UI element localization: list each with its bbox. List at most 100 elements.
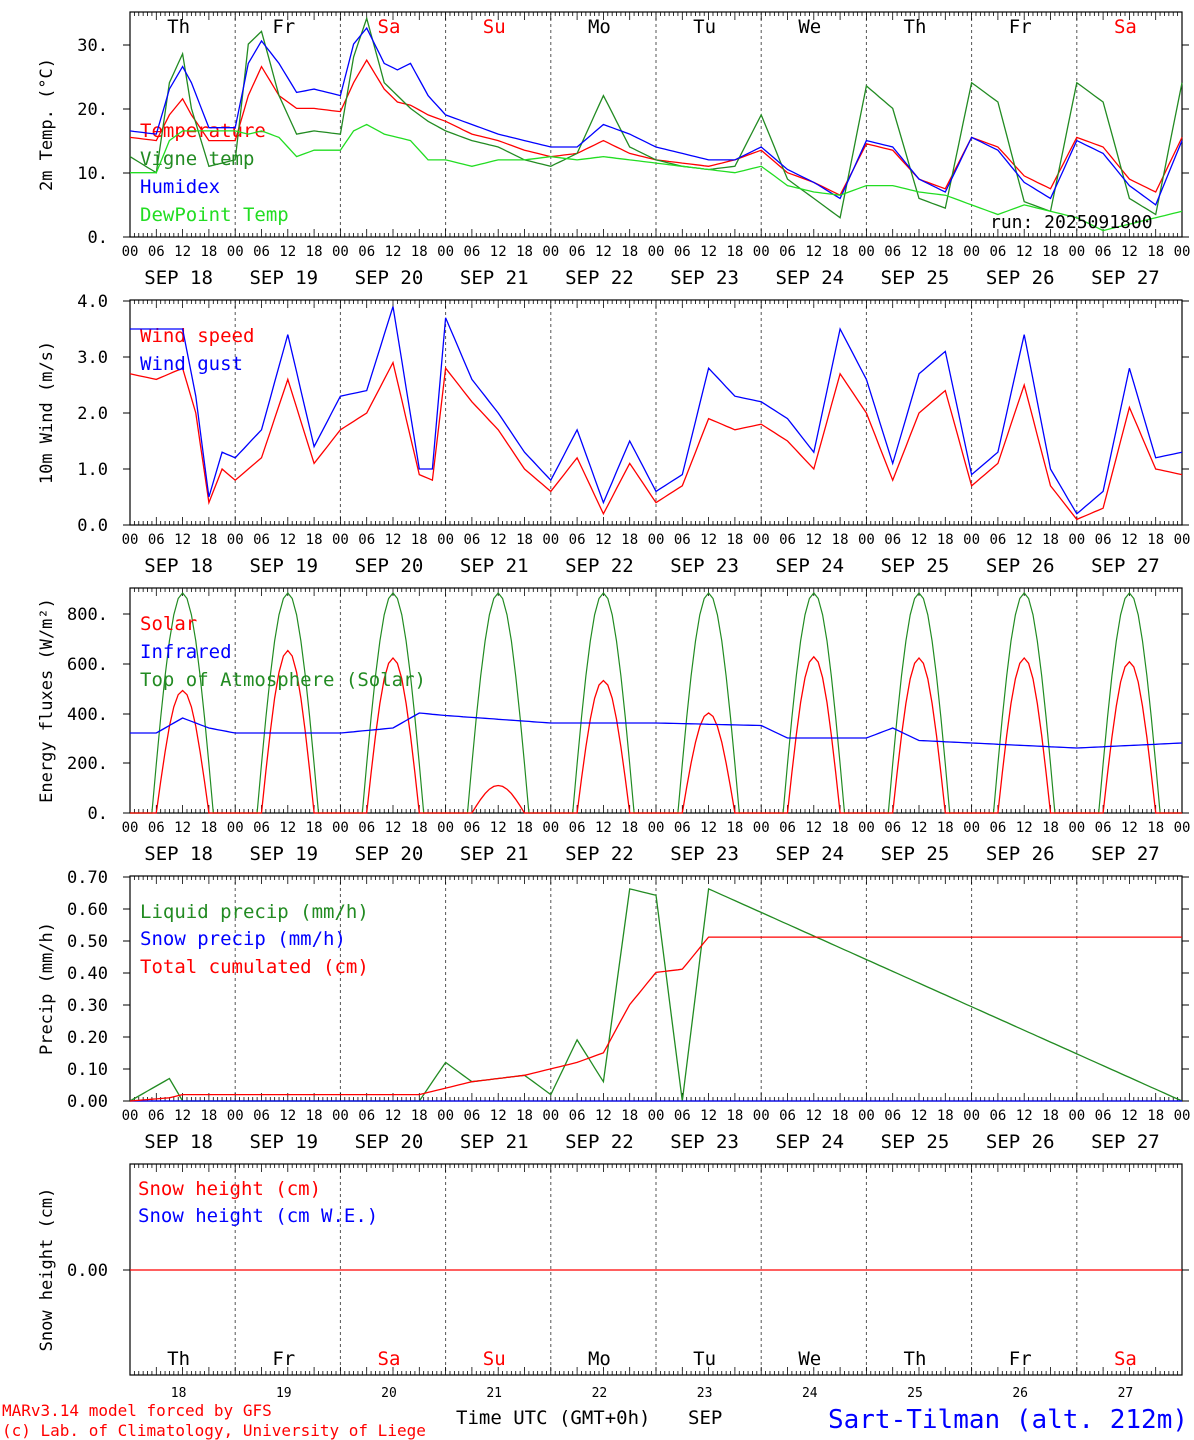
- y-tick-label: 0.: [88, 804, 108, 824]
- hour-label: 00: [1174, 820, 1191, 836]
- hour-label: 06: [253, 820, 270, 836]
- legend-entry: Snow height (cm): [138, 1178, 321, 1200]
- panel-5: 0.00 Snow height (cm) Snow height (cm) Snow…: [37, 1163, 1189, 1376]
- hour-label: 12: [385, 1108, 402, 1124]
- y-tick-label: 4.0: [77, 292, 108, 312]
- date-label: SEP 20: [355, 843, 424, 865]
- y-tick-label: 800.: [67, 605, 108, 625]
- hour-label: 12: [279, 1108, 296, 1124]
- hour-label: 00: [332, 532, 349, 548]
- hour-label: 00: [437, 532, 454, 548]
- hour-label: 18: [621, 244, 638, 260]
- day-abbr-label: Fr: [272, 1348, 295, 1370]
- hour-label: 18: [200, 1108, 217, 1124]
- date-label: SEP 18: [144, 843, 213, 865]
- hour-label: 06: [989, 1108, 1006, 1124]
- hour-label: 00: [753, 244, 770, 260]
- hour-label: 06: [989, 532, 1006, 548]
- hour-label: 18: [726, 820, 743, 836]
- y-tick-label: 200.: [67, 754, 108, 774]
- day-number-label: 26: [1012, 1386, 1028, 1401]
- hour-label: 00: [332, 820, 349, 836]
- day-abbr-label: Sa: [378, 1348, 401, 1370]
- hour-label: 00: [963, 1108, 980, 1124]
- model-credit: MARv3.14 model forced by GFS: [2, 1401, 272, 1420]
- hour-label: 18: [832, 532, 849, 548]
- hour-label: 18: [1147, 820, 1164, 836]
- hour-label: 06: [569, 532, 586, 548]
- hour-label: 12: [700, 244, 717, 260]
- hour-label: 12: [1016, 820, 1033, 836]
- y-axis-label: Precip (mm/h): [37, 922, 57, 1055]
- hour-label: 12: [595, 244, 612, 260]
- hour-label: 12: [1121, 244, 1138, 260]
- lab-credit: (c) Lab. of Climatology, University of L…: [2, 1421, 426, 1440]
- hour-label: 00: [1174, 532, 1191, 548]
- hour-label: 00: [1174, 1108, 1191, 1124]
- hour-label: 18: [726, 1108, 743, 1124]
- hour-label: 00: [122, 820, 139, 836]
- day-abbr-label: Su: [483, 1348, 506, 1370]
- date-label: SEP 21: [460, 267, 529, 289]
- hour-label: 00: [753, 1108, 770, 1124]
- hour-label: 18: [832, 1108, 849, 1124]
- hour-label: 00: [1068, 820, 1085, 836]
- hour-label: 06: [569, 820, 586, 836]
- hour-label: 06: [884, 1108, 901, 1124]
- hour-label: 12: [1121, 532, 1138, 548]
- day-abbr-label: Fr: [1009, 16, 1032, 38]
- hour-label: 18: [832, 820, 849, 836]
- y-tick-label: 20.: [77, 100, 108, 120]
- hour-label: 18: [937, 1108, 954, 1124]
- date-label: SEP 20: [355, 555, 424, 577]
- hour-label: 06: [779, 820, 796, 836]
- y-tick-label: 10.: [77, 164, 108, 184]
- y-tick-label: 0.70: [67, 868, 108, 888]
- y-tick-label: 0.50: [67, 932, 108, 952]
- legend-entry: Infrared: [140, 641, 232, 663]
- hour-label: 12: [279, 532, 296, 548]
- hour-label: 18: [1147, 244, 1164, 260]
- y-tick-label: 0.20: [67, 1028, 108, 1048]
- hour-label: 06: [358, 1108, 375, 1124]
- hour-label: 18: [937, 532, 954, 548]
- hour-label: 06: [253, 532, 270, 548]
- hour-label: 00: [648, 244, 665, 260]
- series-infrared: [130, 712, 1183, 749]
- day-number-label: 21: [486, 1386, 502, 1401]
- date-label: SEP 21: [460, 1131, 529, 1153]
- hour-label: 00: [1068, 1108, 1085, 1124]
- hour-label: 18: [200, 244, 217, 260]
- y-axis-label: 2m Temp. (°C): [37, 58, 57, 191]
- hour-label: 18: [1042, 244, 1059, 260]
- date-label: SEP 27: [1091, 267, 1160, 289]
- hour-label: 06: [463, 1108, 480, 1124]
- day-number-label: 19: [276, 1386, 292, 1401]
- date-label: SEP 25: [881, 555, 950, 577]
- date-label: SEP 25: [881, 1131, 950, 1153]
- hour-label: 06: [884, 820, 901, 836]
- y-tick-label: 0.00: [67, 1261, 108, 1281]
- hour-label: 18: [1147, 1108, 1164, 1124]
- hour-label: 18: [516, 1108, 533, 1124]
- day-abbr-label: We: [798, 16, 821, 38]
- hour-label: 00: [542, 532, 559, 548]
- y-axis-label: Snow height (cm): [37, 1188, 57, 1352]
- date-label: SEP 22: [565, 555, 634, 577]
- hour-label: 12: [490, 820, 507, 836]
- day-abbr-label: Sa: [378, 16, 401, 38]
- day-number-label: 20: [381, 1386, 397, 1401]
- hour-label: 18: [1042, 532, 1059, 548]
- legend-entry: Snow height (cm W.E.): [138, 1205, 378, 1227]
- hour-label: 12: [490, 244, 507, 260]
- y-tick-label: 0.0: [77, 516, 108, 536]
- date-label: SEP 19: [249, 555, 318, 577]
- day-abbr-label: Sa: [1114, 1348, 1137, 1370]
- hour-label: 00: [648, 532, 665, 548]
- legend-entry: Solar: [140, 613, 197, 635]
- day-abbr-label: Tu: [693, 1348, 716, 1370]
- hour-label: 12: [174, 244, 191, 260]
- hour-label: 06: [1095, 532, 1112, 548]
- date-label: SEP 19: [249, 1131, 318, 1153]
- hour-label: 06: [674, 1108, 691, 1124]
